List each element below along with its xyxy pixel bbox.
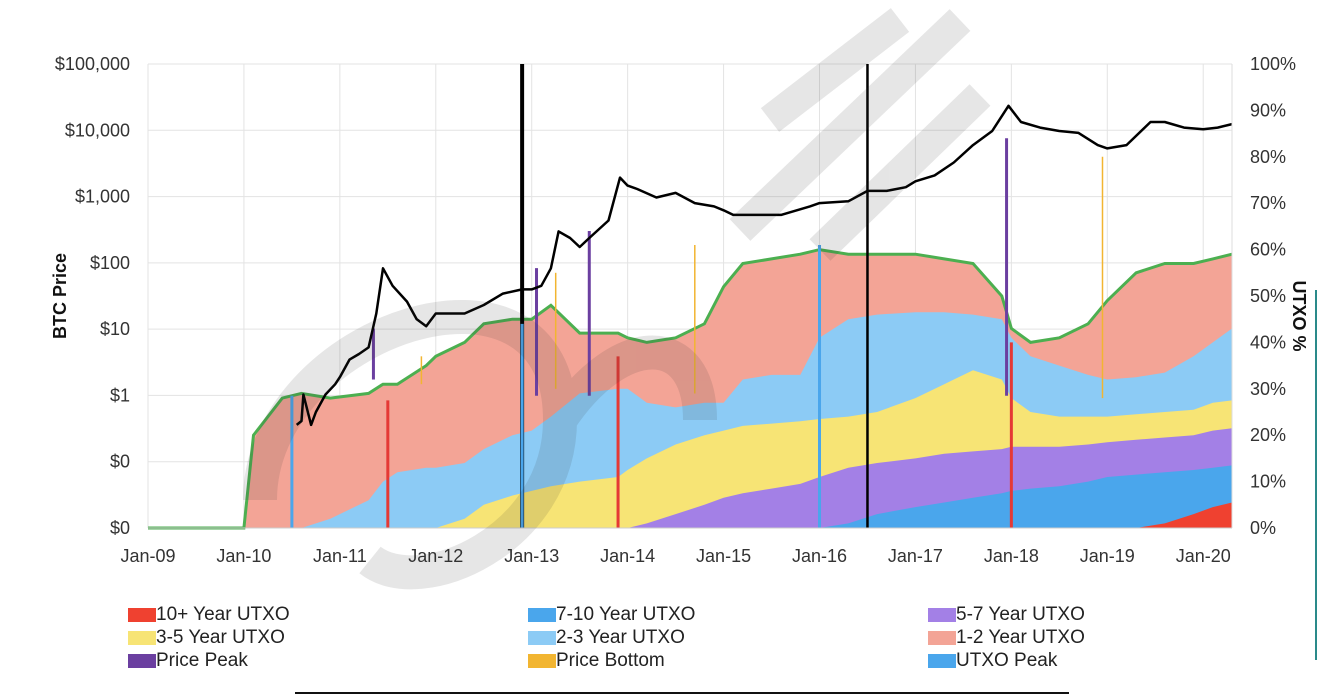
- y-left-tick-label: $10,000: [65, 120, 130, 140]
- y-left-title: BTC Price: [50, 253, 70, 339]
- y-left-tick-label: $10: [100, 319, 130, 339]
- y-right-tick-label: 70%: [1250, 193, 1286, 213]
- y-right-tick-label: 30%: [1250, 379, 1286, 399]
- x-tick-label: Jan-13: [504, 546, 559, 566]
- y-left-tick-label: $100: [90, 253, 130, 273]
- x-tick-label: Jan-10: [216, 546, 271, 566]
- area-7-10-year: [148, 465, 1232, 528]
- price-line-group: [295, 104, 1233, 427]
- y-right-title: UTXO %: [1289, 280, 1309, 351]
- y-left-tick-label: $100,000: [55, 54, 130, 74]
- y-left-tick-label: $1: [110, 385, 130, 405]
- y-left-tick-label: $1,000: [75, 187, 130, 207]
- y-right-tick-label: 80%: [1250, 147, 1286, 167]
- y-right-tick-label: 0%: [1250, 518, 1276, 538]
- y-right-tick-label: 100%: [1250, 54, 1296, 74]
- utxo-outline: [148, 248, 1233, 530]
- btc-price-line: [295, 104, 1233, 427]
- watermark-logo: [243, 8, 991, 590]
- axes: $0 $0 $1 $10 $100 $1,000 $10,000 $100,000 0% 10% 2…: [50, 54, 1309, 566]
- x-tick-label: Jan-09: [120, 546, 175, 566]
- y-right-tick-label: 20%: [1250, 425, 1286, 445]
- x-tick-label: Jan-18: [984, 546, 1039, 566]
- x-tick-label: Jan-20: [1176, 546, 1231, 566]
- y-left-tick-label: $0: [110, 452, 130, 472]
- y-right-tick-label: 90%: [1250, 100, 1286, 120]
- y-right-tick-label: 10%: [1250, 472, 1286, 492]
- x-tick-label: Jan-19: [1080, 546, 1135, 566]
- y-right-tick-label: 60%: [1250, 240, 1286, 260]
- y-left-tick-label: $0: [110, 518, 130, 538]
- utxo-areas: [148, 249, 1232, 528]
- x-tick-label: Jan-11: [313, 546, 367, 566]
- y-right-tick-label: 40%: [1250, 332, 1286, 352]
- x-tick-label: Jan-14: [600, 546, 655, 566]
- x-tick-label: Jan-17: [888, 546, 943, 566]
- total-utxo-outline: [148, 248, 1233, 530]
- x-tick-label: Jan-16: [792, 546, 847, 566]
- y-right-tick-label: 50%: [1250, 286, 1286, 306]
- x-tick-label: Jan-15: [696, 546, 751, 566]
- cycle-markers: [290, 64, 1104, 528]
- x-tick-label: Jan-12: [408, 546, 463, 566]
